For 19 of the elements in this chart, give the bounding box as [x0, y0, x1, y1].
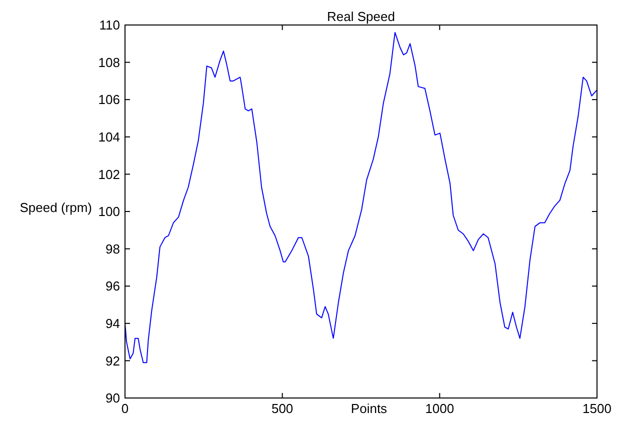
y-tick-label: 104: [98, 129, 120, 144]
y-tick-label: 102: [98, 166, 120, 182]
x-tick-label: 500: [271, 401, 294, 416]
line-series: [124, 32, 598, 364]
y-tick-label: 108: [98, 54, 120, 70]
y-tick-label: 92: [106, 353, 120, 368]
x-tick-label: 1000: [425, 401, 454, 416]
y-tick-label: 94: [106, 316, 120, 331]
y-tick-label: 98: [106, 241, 120, 256]
y-tick-label: 96: [106, 278, 120, 294]
y-tick-label: 90: [106, 390, 120, 406]
x-tick-label: 0: [121, 401, 129, 416]
y-tick-label: 110: [99, 18, 120, 33]
y-axis-title: Speed (rpm): [20, 200, 92, 216]
y-tick-label: 100: [98, 204, 120, 220]
x-axis-title: Points: [350, 401, 388, 416]
chart-title: Real Speed: [327, 9, 395, 24]
y-tick-label: 106: [98, 92, 120, 108]
x-tick-label: 1500: [582, 401, 612, 416]
